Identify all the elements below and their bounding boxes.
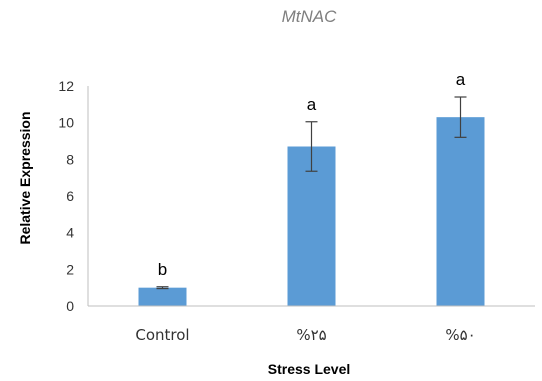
category-label: %۲۵ <box>296 326 326 344</box>
category-label: %۵۰ <box>445 326 475 344</box>
bars-group <box>138 117 485 307</box>
significance-label: a <box>307 95 317 114</box>
y-tick-label: 2 <box>66 261 74 277</box>
bar <box>138 287 187 306</box>
significance-labels-group: b a a <box>158 70 466 279</box>
error-bar <box>156 286 169 290</box>
chart-title: MtNAC <box>282 7 338 26</box>
bar <box>287 146 336 306</box>
y-axis-title: Relative Expression <box>17 111 33 244</box>
y-tick-label: 0 <box>66 298 74 314</box>
bar <box>436 117 485 307</box>
category-labels-group: Control %۲۵ %۵۰ <box>135 326 475 344</box>
error-bar <box>305 121 318 172</box>
y-tick-label: 12 <box>58 78 74 94</box>
x-axis-title: Stress Level <box>268 361 351 377</box>
significance-label: a <box>456 70 466 89</box>
y-axis-ticks: 0 2 4 6 8 10 12 <box>58 78 74 314</box>
error-bar <box>454 96 467 138</box>
significance-label: b <box>158 260 167 279</box>
error-bars-group <box>156 96 467 290</box>
category-label: Control <box>135 326 189 344</box>
y-tick-label: 8 <box>66 151 74 167</box>
y-tick-label: 6 <box>66 188 74 204</box>
y-tick-label: 4 <box>66 225 74 241</box>
y-tick-label: 10 <box>58 115 74 131</box>
